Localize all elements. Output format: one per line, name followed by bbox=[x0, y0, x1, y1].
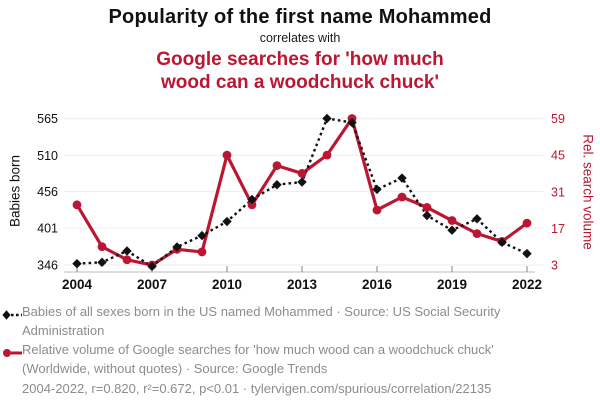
left-tick-label: 565 bbox=[37, 112, 58, 126]
red-chart-title: Google searches for 'how much wood can a… bbox=[0, 48, 600, 94]
black-data-point-2014 bbox=[322, 113, 332, 124]
red-data-point-2016 bbox=[372, 205, 382, 215]
plot-area: 2004 2007 2010 2013 2016 2019 2022 346 401 456 510… bbox=[37, 112, 565, 292]
black-data-point-2008 bbox=[172, 242, 182, 252]
x-tick-label: 2013 bbox=[287, 277, 318, 292]
black-data-point-2016 bbox=[372, 184, 382, 195]
legend-black-diamond-icon bbox=[2, 308, 22, 320]
x-tick-label: 2010 bbox=[212, 277, 242, 292]
chart-title: Popularity of the first name Mohammed bbox=[108, 6, 492, 28]
red-data-point-2022 bbox=[522, 218, 532, 228]
black-data-point-2020 bbox=[472, 214, 482, 224]
black-data-point-2007 bbox=[147, 261, 157, 272]
right-tick-label: 3 bbox=[551, 259, 558, 273]
red-data-point-2013 bbox=[297, 169, 307, 178]
x-tick-label: 2019 bbox=[437, 277, 467, 292]
red-data-point-2011 bbox=[247, 200, 257, 210]
red-data-point-2020 bbox=[472, 229, 482, 239]
red-title-line2: wood can a woodchuck chuck' bbox=[161, 72, 439, 93]
right-tick-label: 17 bbox=[551, 222, 565, 236]
x-tick-label: 2004 bbox=[62, 277, 93, 292]
x-tick-label: 2022 bbox=[512, 277, 542, 292]
black-data-point-2012 bbox=[272, 180, 282, 190]
red-data-point-2018 bbox=[422, 203, 432, 212]
black-data-point-2009 bbox=[197, 230, 207, 241]
black-data-point-2021 bbox=[497, 237, 507, 247]
red-data-point-2019 bbox=[447, 216, 457, 225]
red-data-point-2010 bbox=[222, 150, 232, 160]
red-data-point-2005 bbox=[97, 242, 107, 252]
red-data-point-2012 bbox=[272, 161, 282, 170]
right-tick-label: 31 bbox=[551, 185, 565, 199]
red-data-point-2006 bbox=[122, 255, 132, 265]
red-data-point-2004 bbox=[72, 200, 82, 210]
legend-red-circle-icon bbox=[2, 346, 22, 358]
correlates-with-label: correlates with bbox=[259, 31, 341, 45]
black-series-line bbox=[76, 117, 528, 268]
red-data-point-2014 bbox=[322, 150, 332, 160]
legend-item-babies: Babies of all sexes born in the US named… bbox=[22, 304, 501, 338]
black-data-point-2011 bbox=[247, 194, 257, 205]
right-tick-label: 59 bbox=[551, 112, 565, 126]
red-data-point-2009 bbox=[197, 247, 207, 257]
left-tick-label: 456 bbox=[37, 185, 58, 199]
right-tick-label: 45 bbox=[551, 149, 565, 163]
left-tick-label: 510 bbox=[37, 149, 58, 163]
left-tick-label: 401 bbox=[37, 222, 58, 236]
black-data-point-2006 bbox=[122, 246, 132, 256]
black-data-point-2018 bbox=[422, 210, 432, 221]
left-tick-label: 346 bbox=[37, 259, 58, 273]
red-title-line1: Google searches for 'how much bbox=[156, 49, 444, 70]
black-data-point-2010 bbox=[222, 216, 232, 227]
black-data-point-2013 bbox=[297, 177, 307, 187]
x-tick-label: 2007 bbox=[137, 277, 167, 292]
x-tick-label: 2016 bbox=[362, 277, 393, 292]
black-data-point-2022 bbox=[522, 248, 532, 259]
black-data-point-2019 bbox=[447, 225, 457, 235]
red-data-point-2017 bbox=[397, 192, 407, 202]
footer-stats-and-url: 2004-2022, r=0.820, r²=0.672, p<0.01 · t… bbox=[22, 381, 492, 396]
black-data-point-2005 bbox=[97, 257, 107, 268]
legend-item-searches: Relative volume of Google searches for '… bbox=[22, 342, 494, 376]
black-data-point-2004 bbox=[72, 258, 82, 269]
